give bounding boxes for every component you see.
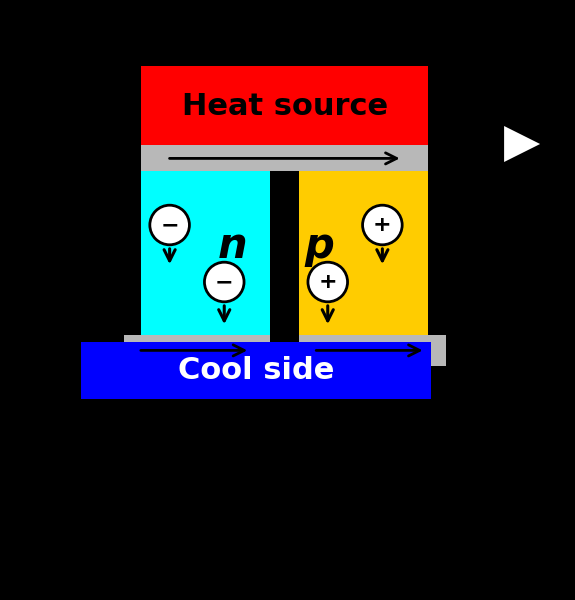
Bar: [299, 335, 446, 366]
Text: +: +: [319, 272, 337, 292]
Text: −: −: [215, 272, 233, 292]
Bar: [81, 342, 431, 399]
Polygon shape: [504, 126, 540, 162]
Bar: [270, 171, 299, 336]
Ellipse shape: [308, 262, 347, 302]
Text: +: +: [373, 215, 392, 235]
Text: Heat source: Heat source: [182, 92, 388, 121]
Bar: [141, 66, 428, 147]
Bar: [124, 335, 270, 366]
Bar: [141, 171, 270, 336]
Text: n: n: [218, 225, 248, 267]
Bar: [299, 171, 428, 336]
Text: −: −: [160, 215, 179, 235]
Text: Cool side: Cool side: [178, 356, 334, 385]
Text: p: p: [304, 225, 334, 267]
Ellipse shape: [150, 205, 189, 245]
Bar: [141, 145, 428, 171]
Ellipse shape: [205, 262, 244, 302]
Ellipse shape: [363, 205, 402, 245]
